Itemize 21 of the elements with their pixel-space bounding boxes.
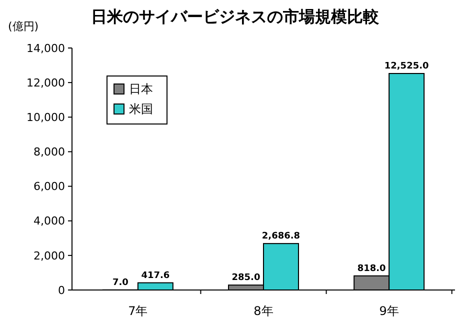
y-axis-title: (億円) bbox=[8, 20, 39, 33]
y-tick-label: 0 bbox=[58, 284, 65, 297]
data-label: 417.6 bbox=[141, 270, 170, 281]
legend-label: 米国 bbox=[129, 102, 153, 116]
chart-title: 日米のサイバービジネスの市場規模比較 bbox=[91, 7, 380, 26]
y-tick-label: 2,000 bbox=[34, 249, 65, 262]
x-tick-label: 7年 bbox=[128, 304, 148, 318]
data-label: 818.0 bbox=[357, 264, 386, 274]
y-tick-label: 12,000 bbox=[26, 76, 65, 90]
legend-label: 日本 bbox=[129, 82, 153, 96]
y-tick-label: 6,000 bbox=[34, 180, 65, 194]
y-tick-label: 14,000 bbox=[26, 42, 65, 55]
data-label: 2,686.8 bbox=[262, 232, 300, 242]
data-label: 285.0 bbox=[232, 273, 260, 284]
data-label: 12,525.0 bbox=[384, 61, 429, 72]
data-label: 7.0 bbox=[112, 278, 128, 288]
x-tick-label: 9年 bbox=[379, 304, 399, 318]
x-tick-label: 8年 bbox=[254, 304, 274, 318]
y-tick-label: 10,000 bbox=[26, 110, 65, 124]
y-tick-label: 8,000 bbox=[34, 146, 65, 159]
y-tick-label: 4,000 bbox=[34, 214, 65, 228]
